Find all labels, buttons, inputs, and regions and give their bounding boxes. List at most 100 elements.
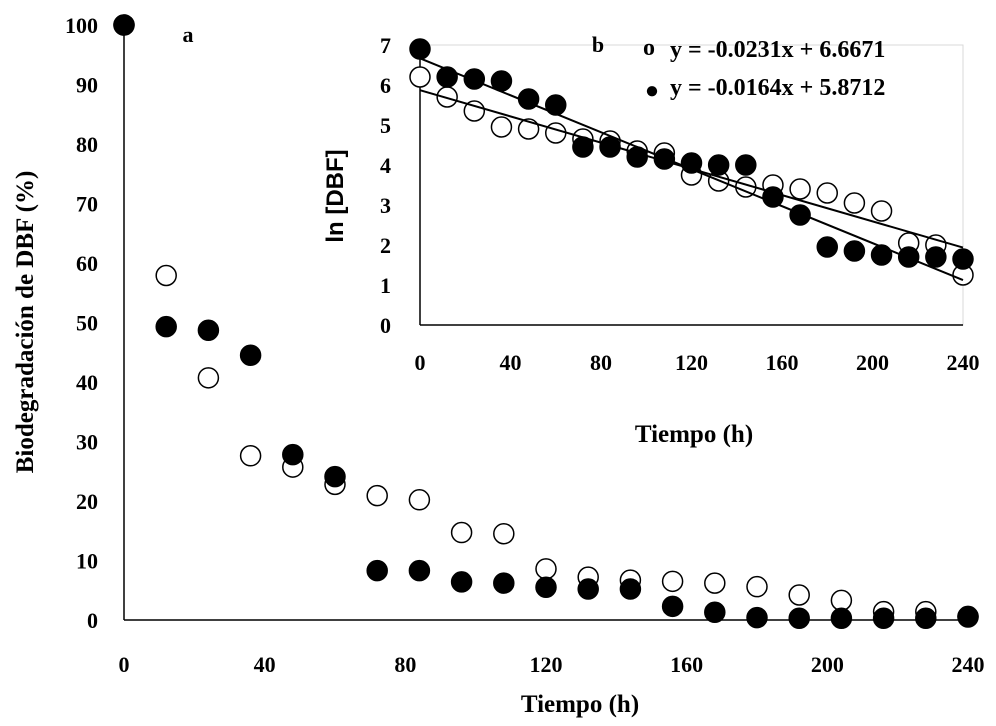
inset-data-point-open bbox=[545, 122, 567, 144]
inset-data-point-filled bbox=[870, 244, 893, 266]
inset-data-point-filled bbox=[843, 240, 866, 262]
y-tick-label: 90 bbox=[76, 73, 98, 98]
legend-equation-open: y = -0.0231x + 6.6671 bbox=[670, 37, 885, 63]
x-tick-label: 0 bbox=[119, 652, 130, 677]
inset-data-point-filled bbox=[925, 246, 947, 268]
inset-data-point-open bbox=[816, 182, 838, 204]
data-point-filled bbox=[366, 559, 388, 582]
inset-data-point-filled bbox=[735, 154, 757, 176]
data-point-filled bbox=[408, 559, 431, 582]
data-point-filled bbox=[872, 607, 895, 629]
y-axis-title: Biodegradación de DBF (%) bbox=[12, 171, 39, 474]
data-point-filled bbox=[282, 443, 304, 466]
data-point-filled bbox=[535, 576, 557, 599]
y-tick-label: 30 bbox=[76, 430, 98, 455]
inset-y-tick-label: 2 bbox=[380, 233, 391, 258]
inset-data-point-filled bbox=[789, 204, 811, 226]
data-point-open bbox=[788, 584, 810, 606]
data-point-filled bbox=[450, 571, 473, 593]
inset-data-point-filled bbox=[952, 248, 974, 270]
y-tick-label: 40 bbox=[76, 370, 98, 395]
data-point-open bbox=[493, 522, 515, 545]
inset-data-point-filled bbox=[409, 38, 431, 60]
x-tick-label: 200 bbox=[811, 652, 844, 677]
data-point-open bbox=[155, 264, 177, 287]
x-tick-label: 120 bbox=[530, 652, 563, 677]
inset-y-tick-label: 0 bbox=[380, 313, 391, 338]
data-point-filled bbox=[577, 578, 599, 600]
data-point-filled bbox=[957, 606, 979, 628]
data-point-open bbox=[830, 589, 853, 612]
legend-equation-filled: y = -0.0164x + 5.8712 bbox=[670, 75, 885, 101]
inset-y-tick-label: 3 bbox=[380, 193, 391, 218]
y-tick-label: 100 bbox=[65, 13, 98, 38]
inset-data-point-filled bbox=[816, 236, 838, 258]
data-point-filled bbox=[197, 319, 220, 341]
x-axis-title: Tiempo (h) bbox=[521, 691, 639, 718]
inset-data-point-open bbox=[789, 178, 811, 200]
y-tick-label: 10 bbox=[76, 549, 98, 574]
inset-y-tick-label: 7 bbox=[380, 33, 391, 58]
panel-b-inset: 0 1 2 3 4 5 6 7 0 40 80 120 160 200 240 Tiempo (h) ln [D… bbox=[322, 32, 980, 448]
inset-y-tick-label: 1 bbox=[380, 273, 391, 298]
inset-y-tick-label: 5 bbox=[380, 113, 391, 138]
x-tick-label: 160 bbox=[670, 652, 703, 677]
data-point-filled bbox=[661, 595, 684, 618]
data-point-filled bbox=[915, 607, 937, 629]
x-tick-label: 240 bbox=[952, 652, 985, 677]
data-point-open bbox=[704, 572, 726, 594]
x-tick-label: 80 bbox=[394, 652, 416, 677]
inset-x-tick-label: 160 bbox=[766, 350, 799, 375]
y-tick-label: 80 bbox=[76, 132, 98, 157]
inset-data-point-open bbox=[463, 100, 486, 122]
legend-marker-open: o bbox=[643, 35, 655, 61]
inset-x-tick-label: 0 bbox=[415, 350, 426, 375]
inset-x-tick-label: 120 bbox=[675, 350, 708, 375]
data-point-open bbox=[239, 445, 262, 467]
y-tick-label: 20 bbox=[76, 489, 98, 514]
data-point-filled bbox=[113, 14, 135, 36]
x-tick-label: 40 bbox=[254, 652, 276, 677]
inset-data-point-filled bbox=[545, 94, 567, 116]
data-point-filled bbox=[493, 572, 515, 594]
legend-marker-filled: ● bbox=[645, 78, 660, 104]
data-point-open bbox=[450, 521, 473, 544]
inset-y-axis-title: ln [DBF] bbox=[322, 149, 349, 242]
inset-y-tick-label: 6 bbox=[380, 73, 391, 98]
data-point-open bbox=[197, 367, 220, 389]
inset-data-point-filled bbox=[463, 68, 486, 90]
legend: o y = -0.0231x + 6.6671 ● y = -0.0164x + 5.… bbox=[643, 35, 885, 104]
trendline-filled-series bbox=[419, 89, 964, 249]
data-point-filled bbox=[324, 465, 346, 488]
data-point-open bbox=[661, 570, 684, 593]
inset-x-axis-title: Tiempo (h) bbox=[635, 421, 753, 448]
y-tick-label: 50 bbox=[76, 311, 98, 336]
inset-data-point-open bbox=[843, 192, 866, 214]
data-point-filled bbox=[155, 315, 177, 338]
data-point-filled bbox=[830, 607, 853, 629]
inset-data-point-open bbox=[490, 116, 513, 138]
data-point-filled bbox=[619, 578, 642, 600]
inset-data-point-open bbox=[870, 200, 893, 222]
y-tick-label: 70 bbox=[76, 192, 98, 217]
inset-x-tick-label: 40 bbox=[500, 350, 522, 375]
inset-x-tick-label: 240 bbox=[947, 350, 980, 375]
data-point-open bbox=[535, 558, 557, 580]
inset-data-point-open bbox=[409, 66, 431, 88]
panel-label-a: a bbox=[183, 22, 194, 47]
data-point-open bbox=[746, 575, 768, 598]
data-point-open bbox=[408, 489, 431, 511]
data-point-filled bbox=[788, 607, 810, 629]
inset-x-tick-label: 200 bbox=[856, 350, 889, 375]
data-point-filled bbox=[746, 606, 768, 629]
inset-data-point-filled bbox=[707, 154, 730, 176]
inset-x-tick-label: 80 bbox=[590, 350, 612, 375]
data-point-open bbox=[366, 484, 388, 507]
y-tick-label: 60 bbox=[76, 251, 98, 276]
inset-y-tick-label: 4 bbox=[380, 153, 391, 178]
y-tick-label: 0 bbox=[87, 608, 98, 633]
data-point-filled bbox=[239, 344, 262, 366]
data-point-filled bbox=[704, 601, 726, 624]
